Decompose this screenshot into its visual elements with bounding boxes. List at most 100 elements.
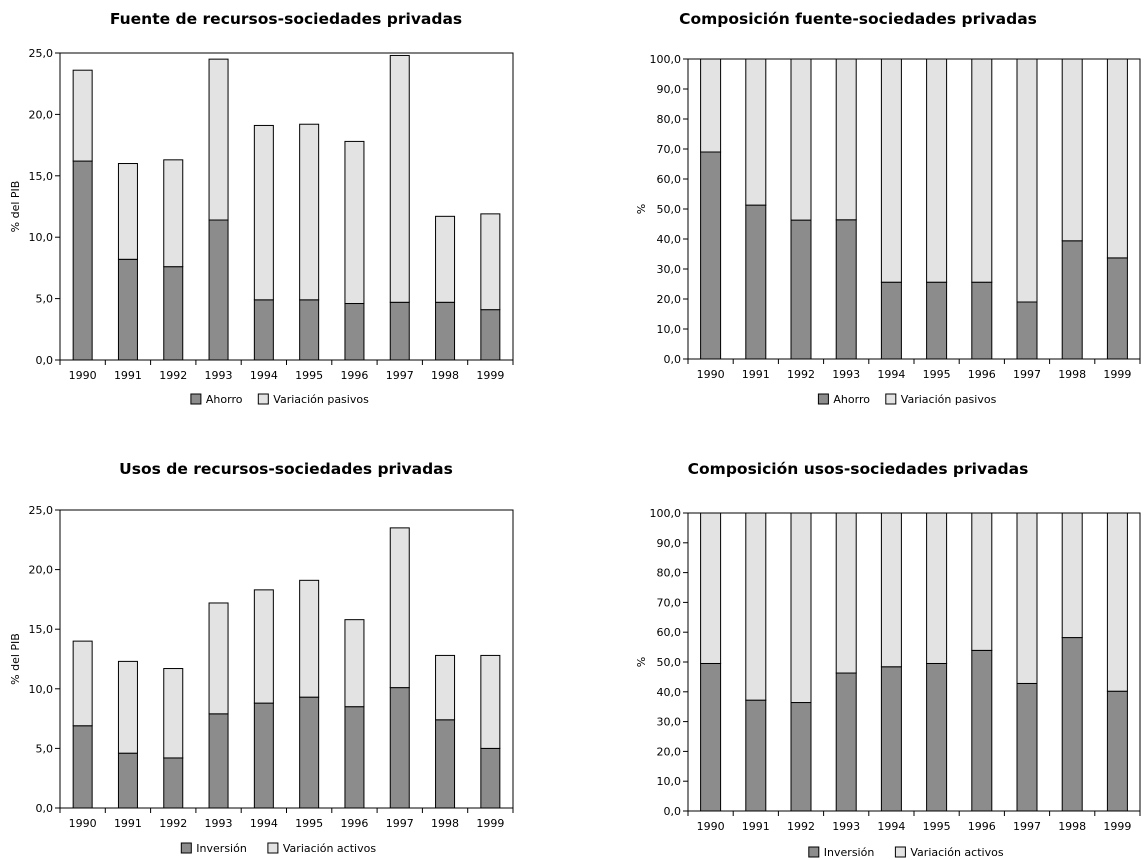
legend-label: Variación pasivos: [901, 393, 997, 406]
bar-top-1990: [72, 640, 93, 727]
bar-top-1991: [117, 163, 138, 260]
bar-bottom-1994: [880, 281, 902, 360]
y-tick-label: 10,0: [29, 683, 54, 696]
bar-top-1996: [971, 512, 993, 651]
legend-swatch: [257, 393, 269, 405]
y-tick-label: 30,0: [657, 263, 682, 276]
x-tick-label: 1994: [250, 369, 278, 382]
chart-panel-fuente-recursos: Fuente de recursos-sociedades privadas 0…: [0, 0, 572, 430]
bar-top-1994: [253, 124, 274, 301]
y-tick-label: 30,0: [657, 716, 682, 729]
bar-top-1995: [299, 579, 320, 698]
y-tick-label: 60,0: [657, 173, 682, 186]
y-tick-label: 100,0: [650, 53, 682, 66]
x-tick-label: 1999: [476, 817, 504, 830]
y-tick-label: 60,0: [657, 626, 682, 639]
y-tick-label: 10,0: [29, 231, 54, 244]
x-tick-label: 1996: [340, 369, 368, 382]
x-tick-label: 1993: [832, 368, 860, 381]
y-tick-label: 100,0: [650, 507, 682, 520]
y-tick-label: 20,0: [29, 564, 54, 577]
bar-top-1999: [480, 654, 501, 749]
bar-bottom-1998: [1061, 637, 1083, 812]
bar-bottom-1994: [253, 702, 274, 809]
x-tick-label: 1990: [697, 368, 725, 381]
bar-bottom-1991: [117, 752, 138, 809]
bar-bottom-1999: [1106, 257, 1128, 360]
y-tick-label: 20,0: [29, 108, 54, 121]
legend-label: Variación activos: [910, 846, 1003, 859]
x-tick-label: 1997: [1013, 820, 1041, 833]
x-tick-label: 1995: [295, 817, 323, 830]
bar-bottom-1996: [971, 649, 993, 812]
bar-top-1999: [1106, 58, 1128, 259]
bar-bottom-1997: [389, 301, 410, 361]
bar-top-1995: [926, 58, 948, 283]
bar-bottom-1995: [299, 299, 320, 361]
x-tick-label: 1996: [968, 820, 996, 833]
bar-top-1997: [389, 527, 410, 689]
legend-label: Ahorro: [206, 393, 243, 406]
x-tick-label: 1999: [476, 369, 504, 382]
y-tick-label: 40,0: [657, 686, 682, 699]
y-tick-label: 40,0: [657, 233, 682, 246]
legend-swatch: [190, 393, 202, 405]
bar-top-1995: [299, 123, 320, 301]
x-tick-label: 1998: [431, 817, 459, 830]
bar-top-1996: [344, 140, 365, 305]
bar-top-1996: [971, 58, 993, 283]
bar-bottom-1991: [745, 204, 767, 360]
y-axis-label: %: [635, 657, 648, 667]
bar-top-1992: [163, 159, 184, 268]
bar-top-1999: [1106, 512, 1128, 692]
chart-title: Composición fuente-sociedades privadas: [679, 10, 1037, 28]
legend-label: Inversión: [196, 842, 247, 855]
x-tick-label: 1993: [205, 817, 233, 830]
y-axis-label: %: [635, 204, 648, 214]
chart-panel-composicion-fuente: Composición fuente-sociedades privadas 0…: [572, 0, 1144, 430]
bar-top-1998: [435, 215, 456, 303]
bar-bottom-1991: [745, 699, 767, 812]
bar-bottom-1998: [435, 301, 456, 361]
y-tick-label: 70,0: [657, 596, 682, 609]
chart-svg: 0,0 10,0 20,0 30,0 40,0 50,0 60,0 70,0 80,0 90,0 1…: [635, 507, 1141, 859]
bar-top-1993: [208, 58, 229, 221]
chart-title: Usos de recursos-sociedades privadas: [119, 460, 453, 478]
y-axis-label: % del PIB: [9, 633, 22, 685]
x-tick-label: 1999: [1103, 368, 1131, 381]
bar-bottom-1992: [790, 219, 812, 360]
x-tick-label: 1995: [923, 368, 951, 381]
legend-label: Variación activos: [283, 842, 376, 855]
bar-top-1995: [926, 512, 948, 664]
chart-title: Composición usos-sociedades privadas: [687, 460, 1029, 478]
bar-bottom-1997: [1016, 682, 1038, 812]
x-tick-label: 1994: [877, 820, 905, 833]
x-tick-label: 1991: [114, 817, 142, 830]
bar-top-1996: [344, 619, 365, 708]
bar-top-1993: [208, 602, 229, 715]
bar-bottom-1999: [480, 747, 501, 809]
y-tick-label: 90,0: [657, 537, 682, 550]
bar-bottom-1996: [344, 706, 365, 809]
y-tick-label: 15,0: [29, 170, 54, 183]
bar-bottom-1994: [880, 666, 902, 812]
legend-label: Ahorro: [833, 393, 870, 406]
bar-bottom-1999: [480, 309, 501, 361]
bar-top-1997: [389, 54, 410, 303]
bar-top-1994: [880, 58, 902, 283]
bar-bottom-1990: [72, 725, 93, 809]
chart-panel-usos-recursos: Usos de recursos-sociedades privadas 0,0…: [0, 430, 572, 860]
bar-top-1994: [253, 589, 274, 704]
bar-bottom-1993: [208, 219, 229, 361]
y-tick-label: 10,0: [657, 323, 682, 336]
y-tick-label: 5,0: [36, 742, 54, 755]
x-tick-label: 1990: [697, 820, 725, 833]
bar-top-1990: [700, 512, 722, 664]
bar-bottom-1990: [700, 151, 722, 360]
legend-swatch: [817, 393, 829, 405]
x-tick-label: 1998: [431, 369, 459, 382]
x-tick-label: 1992: [787, 820, 815, 833]
y-tick-label: 90,0: [657, 83, 682, 96]
legend-swatch: [267, 842, 279, 854]
y-tick-label: 70,0: [657, 143, 682, 156]
